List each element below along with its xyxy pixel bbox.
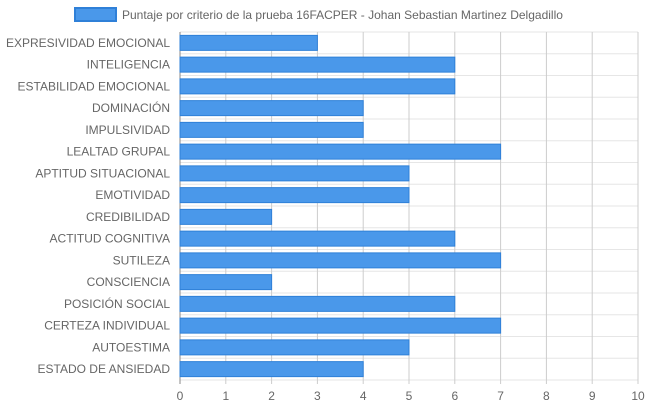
- bar[interactable]: [179, 56, 456, 73]
- bar[interactable]: [179, 295, 456, 312]
- bar[interactable]: [179, 208, 273, 225]
- bars: [179, 34, 502, 378]
- category-labels: EXPRESIVIDAD EMOCIONAL INTELIGENCIA ESTABI…: [6, 36, 170, 376]
- category-label: CONSCIENCIA: [87, 275, 170, 289]
- category-label: ESTABILIDAD EMOCIONAL: [18, 79, 171, 93]
- bar[interactable]: [179, 252, 502, 269]
- x-tick-label: 5: [406, 389, 413, 403]
- x-tick-label: 6: [451, 389, 458, 403]
- category-label: ACTITUD COGNITIVA: [50, 232, 170, 246]
- bar[interactable]: [179, 34, 318, 51]
- bar[interactable]: [179, 187, 410, 204]
- bar[interactable]: [179, 143, 502, 160]
- x-tick-label: 1: [222, 389, 229, 403]
- category-label: CERTEZA INDIVIDUAL: [44, 319, 170, 333]
- x-tick-label: 7: [497, 389, 504, 403]
- legend-swatch[interactable]: [74, 7, 117, 22]
- x-tick-label: 9: [589, 389, 596, 403]
- bar[interactable]: [179, 121, 364, 138]
- x-tick-label: 10: [631, 389, 645, 403]
- category-label: SUTILEZA: [113, 253, 170, 267]
- bar[interactable]: [179, 317, 502, 334]
- category-label: EMOTIVIDAD: [95, 188, 170, 202]
- x-tick-label: 0: [177, 389, 184, 403]
- category-label: INTELIGENCIA: [87, 58, 170, 72]
- category-label: LEALTAD GRUPAL: [67, 145, 171, 159]
- bar[interactable]: [179, 274, 273, 291]
- category-label: DOMINACIÓN: [92, 100, 170, 115]
- x-tick-label: 2: [268, 389, 275, 403]
- category-label: EXPRESIVIDAD EMOCIONAL: [6, 36, 170, 50]
- x-tick-label: 8: [543, 389, 550, 403]
- x-tick-label: 4: [360, 389, 367, 403]
- legend-label[interactable]: Puntaje por criterio de la prueba 16FACP…: [122, 8, 563, 22]
- bar[interactable]: [179, 78, 456, 95]
- bar[interactable]: [179, 165, 410, 182]
- bar[interactable]: [179, 339, 410, 356]
- bar[interactable]: [179, 361, 364, 378]
- category-label: ESTADO DE ANSIEDAD: [38, 362, 171, 376]
- category-label: IMPULSIVIDAD: [85, 123, 170, 137]
- category-label: AUTOESTIMA: [92, 340, 170, 354]
- bar[interactable]: [179, 230, 456, 247]
- x-tick-label: 3: [314, 389, 321, 403]
- bar[interactable]: [179, 100, 364, 117]
- x-axis-tick-labels: 0 1 2 3 4 5 6 7 8 9 10: [177, 389, 645, 403]
- category-label: CREDIBILIDAD: [86, 210, 170, 224]
- category-label: APTITUD SITUACIONAL: [35, 166, 170, 180]
- legend[interactable]: Puntaje por criterio de la prueba 16FACP…: [74, 7, 563, 22]
- category-label: POSICIÓN SOCIAL: [64, 296, 170, 311]
